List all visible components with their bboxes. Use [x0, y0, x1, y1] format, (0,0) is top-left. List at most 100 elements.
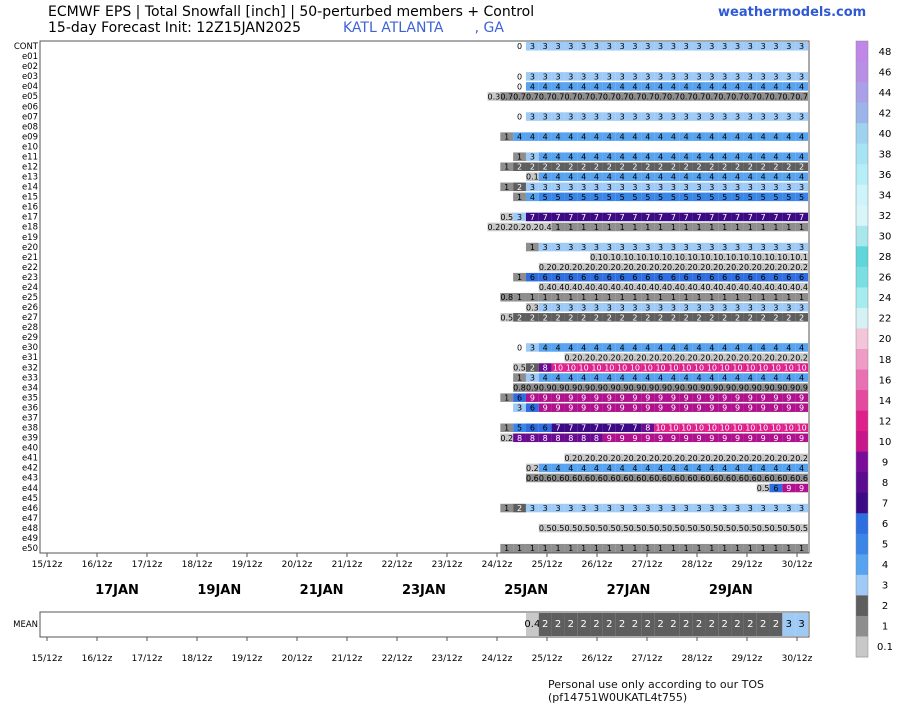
cell-e15-2 — [538, 192, 552, 202]
cell-e39-6 — [577, 433, 591, 443]
cell-e09-11 — [641, 132, 655, 141]
mean-cell-18 — [756, 613, 770, 636]
cell-value-e32-13: 10 — [681, 363, 691, 372]
cell-e17-23 — [795, 212, 808, 222]
cell-value-e25-15: 1 — [696, 293, 701, 302]
cell-value-e13-2: 4 — [555, 173, 560, 182]
day-label-3: 23JAN — [402, 583, 446, 598]
cell-CONT-20 — [769, 42, 783, 51]
cell-e17-10 — [628, 212, 642, 222]
cell-value-e12-6: 2 — [581, 163, 586, 172]
cell-e46-3 — [538, 503, 552, 513]
brand-link[interactable]: weathermodels.com — [718, 5, 867, 20]
member-label-e34: e34 — [22, 383, 38, 393]
cell-e42-14 — [705, 463, 719, 473]
cell-e09-12 — [654, 132, 667, 141]
cell-e48-12 — [692, 523, 706, 533]
cell-value-e39-14: 9 — [684, 434, 689, 443]
colorbar-label-28: 1 — [882, 622, 888, 633]
cell-e04-12 — [666, 82, 680, 91]
cell-e12-21 — [769, 162, 783, 172]
cell-e07-2 — [538, 112, 552, 121]
cell-value-e48-1: 0.5 — [552, 524, 565, 533]
cell-value-e24-7: 0.4 — [629, 283, 642, 292]
cell-value-e17-12: 7 — [658, 213, 663, 222]
cell-value-e07-18: 3 — [748, 113, 753, 122]
cell-value-e07-22: 3 — [799, 113, 804, 122]
colorbar-swatch-0 — [856, 41, 868, 63]
cell-e30-6 — [590, 343, 603, 352]
cell-value-e30-10: 4 — [645, 343, 650, 352]
cell-e46-6 — [577, 503, 591, 513]
colorbar-label-15: 18 — [879, 355, 892, 366]
cell-e43-11 — [666, 473, 680, 483]
cell-value-e11-10: 4 — [645, 153, 650, 162]
cell-e26-19 — [769, 303, 783, 312]
colorbar-label-23: 6 — [882, 519, 888, 530]
cell-value-e22-7: 0.2 — [629, 263, 642, 272]
cell-e18-17 — [705, 222, 719, 232]
cell-value-e23-17: 6 — [735, 273, 740, 282]
cell-e12-13 — [666, 162, 680, 172]
cell-e39-9 — [615, 433, 629, 443]
cell-e18-19 — [731, 222, 744, 232]
cell-e22-20 — [795, 262, 808, 272]
cell-value-e17-17: 7 — [722, 213, 727, 222]
cell-e48-1 — [551, 523, 565, 533]
cell-value-e23-14: 6 — [696, 273, 701, 282]
cell-value-e18-20: 1 — [748, 223, 753, 232]
cell-e11-7 — [602, 152, 616, 161]
cell-value-e05-19: 0.7 — [731, 92, 744, 101]
cell-value-e30-7: 4 — [607, 343, 612, 352]
cell-value-CONT-11: 3 — [658, 42, 663, 51]
cell-value-e36-10: 9 — [645, 404, 650, 413]
cell-e03-1 — [525, 72, 539, 81]
cell-value-e34-12: 0.9 — [667, 384, 680, 393]
cell-e12-7 — [590, 162, 603, 172]
cell-e15-16 — [718, 192, 732, 202]
cell-e14-16 — [705, 182, 719, 192]
cell-value-e41-10: 0.2 — [693, 454, 706, 463]
cell-e25-10 — [628, 292, 642, 302]
title-line-1: ECMWF EPS | Total Snowfall [inch] | 50-p… — [48, 4, 535, 20]
cell-value-e25-18: 1 — [735, 293, 740, 302]
cell-value-CONT-10: 3 — [645, 42, 650, 51]
cell-value-e41-12: 0.2 — [718, 454, 731, 463]
mean-value-0: 0.4 — [524, 619, 540, 630]
cell-value-e43-5: 0.6 — [590, 474, 603, 483]
cell-e50-7 — [590, 543, 603, 553]
cell-value-e26-0: 0.3 — [526, 303, 539, 312]
cell-e13-19 — [769, 172, 783, 182]
cell-e32-9 — [628, 363, 642, 372]
cell-value-e38-17: 10 — [720, 424, 730, 433]
mean-value-14: 2 — [709, 619, 715, 630]
colorbar-label-24: 5 — [882, 540, 888, 551]
cell-e09-1 — [513, 132, 526, 141]
cell-value-e48-2: 0.5 — [564, 524, 577, 533]
cell-e42-12 — [679, 463, 693, 473]
cell-value-e12-2: 2 — [530, 163, 535, 172]
cell-e38-8 — [602, 423, 616, 433]
cell-e05-15 — [679, 92, 693, 101]
cell-e14-12 — [654, 182, 667, 192]
cell-e35-22 — [782, 393, 796, 402]
cell-e27-5 — [564, 313, 578, 322]
cell-e13-6 — [602, 172, 616, 182]
cell-e38-2 — [525, 423, 539, 433]
cell-value-e09-6: 4 — [581, 133, 586, 142]
cell-e34-5 — [577, 383, 591, 392]
cell-e36-8 — [615, 403, 629, 412]
cell-value-e14-0: 1 — [504, 183, 509, 192]
cell-e42-20 — [782, 463, 796, 473]
cell-e43-18 — [756, 473, 770, 483]
cell-value-e36-21: 9 — [786, 404, 791, 413]
colorbar-swatch-24 — [856, 533, 868, 555]
cell-e34-22 — [795, 383, 808, 392]
cell-e50-0 — [500, 543, 514, 553]
cell-e39-1 — [513, 433, 526, 443]
cell-e36-16 — [718, 403, 732, 412]
cell-value-e03-2: 3 — [543, 72, 548, 81]
cell-value-e33-15: 4 — [709, 374, 714, 383]
cell-e26-2 — [551, 303, 565, 312]
cell-value-e14-23: 3 — [799, 183, 804, 192]
